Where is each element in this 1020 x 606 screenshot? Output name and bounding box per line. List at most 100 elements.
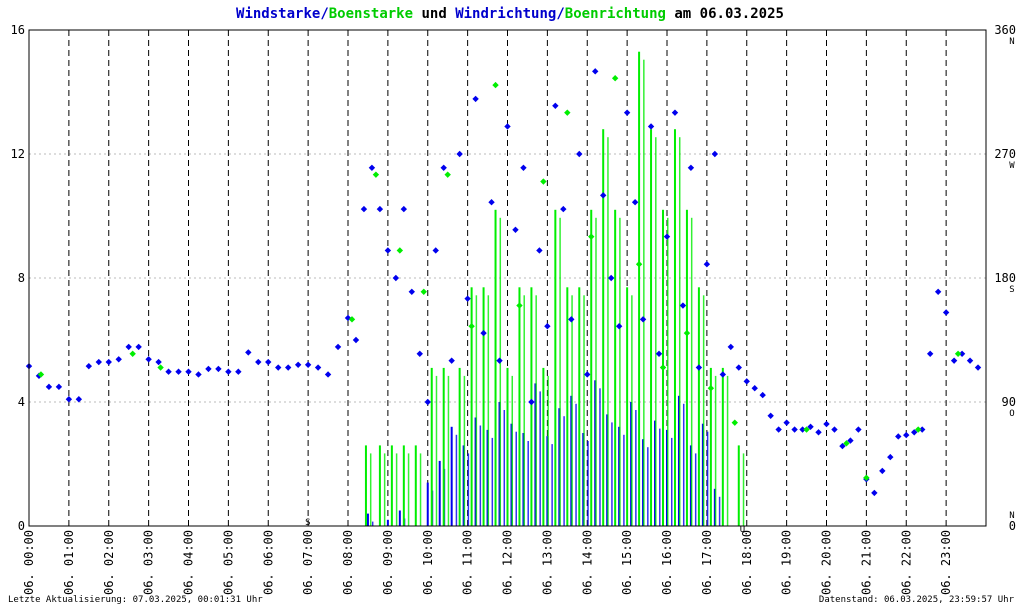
bar-boenstarke [726, 375, 729, 526]
bar-windstarke [671, 437, 673, 526]
point-boenrichtung [396, 247, 404, 254]
bar-windstarke [479, 425, 482, 526]
point-boenrichtung [588, 233, 595, 240]
point-boenrichtung [611, 75, 619, 82]
bar-windstarke [623, 434, 625, 526]
bar-boenstarke [419, 453, 422, 526]
point-windrichtung [767, 412, 774, 419]
bar-windstarke [455, 434, 458, 526]
title-sep-1: / [320, 6, 328, 22]
point-windrichtung [663, 233, 671, 240]
point-windrichtung [568, 316, 575, 323]
x-tick-label: 06. 06:00 [261, 530, 275, 595]
bar-boenstarke [737, 445, 740, 526]
bar-windstarke [551, 444, 553, 526]
bar-windstarke [582, 433, 585, 526]
bar-boenstarke [430, 367, 433, 526]
bar-boenstarke [667, 217, 669, 527]
bar-windstarke [498, 402, 501, 526]
point-boenrichtung [954, 350, 962, 357]
bar-boenstarke [559, 217, 561, 527]
x-tick-label: 06. 20:00 [820, 530, 834, 595]
bar-boenstarke [742, 453, 745, 526]
point-windrichtung [368, 164, 376, 171]
point-windrichtung [775, 426, 782, 433]
point-windrichtung [95, 358, 102, 366]
bar-boenstarke [697, 287, 700, 526]
point-boenrichtung [731, 419, 738, 426]
bar-boenstarke [643, 59, 645, 526]
bar-boenstarke [690, 217, 693, 527]
bar-boenstarke [535, 295, 537, 526]
bar-windstarke [594, 380, 597, 526]
point-boenrichtung [372, 171, 380, 178]
x-tick-label: 06. 23:00 [939, 530, 953, 595]
point-windrichtung [751, 385, 758, 392]
point-windrichtung [895, 433, 902, 440]
point-windrichtung [496, 357, 503, 364]
x-tick-label: 06. 03:00 [142, 530, 156, 595]
bar-boenstarke [482, 287, 485, 526]
bar-windstarke [366, 513, 369, 526]
bar-boenstarke [583, 295, 585, 526]
y-left-tick-label: 16 [11, 23, 25, 37]
y-right-tick-label: 270 [994, 147, 1016, 161]
bar-windstarke [474, 417, 477, 526]
bar-windstarke [599, 388, 601, 526]
point-windrichtung [424, 398, 431, 406]
point-boenrichtung [420, 288, 427, 295]
bar-boenstarke [650, 129, 653, 526]
bar-boenstarke [494, 209, 497, 527]
point-windrichtung [703, 261, 711, 268]
bar-windstarke [534, 383, 537, 526]
point-boenrichtung [540, 178, 547, 185]
point-windrichtung [719, 371, 727, 378]
x-tick-label: 06. 15:00 [620, 530, 634, 595]
point-windrichtung [695, 364, 703, 371]
compass-label: O [1009, 409, 1014, 419]
point-windrichtung [472, 95, 479, 103]
bar-boenstarke [530, 287, 533, 526]
x-tick-label: 06. 09:00 [381, 530, 395, 595]
y-left-tick-label: 12 [11, 147, 25, 161]
y-right-tick-label: 0 [1009, 519, 1016, 533]
bar-boenstarke [578, 287, 581, 526]
point-windrichtung [639, 316, 647, 323]
point-boenrichtung [564, 109, 571, 116]
bar-windstarke [426, 482, 429, 526]
bar-windstarke [618, 426, 621, 526]
point-windrichtung [815, 429, 822, 436]
bar-boenstarke [407, 453, 410, 526]
point-windrichtung [275, 364, 282, 371]
bar-boenstarke [383, 453, 386, 526]
point-windrichtung [783, 419, 790, 426]
point-boenrichtung [843, 440, 850, 447]
point-windrichtung [807, 423, 814, 430]
point-boenrichtung [492, 81, 499, 89]
point-windrichtung [384, 247, 392, 254]
point-windrichtung [687, 164, 695, 171]
point-windrichtung [520, 164, 527, 171]
bar-windstarke [486, 429, 489, 526]
x-tick-label: 06. 08:00 [341, 530, 355, 595]
point-windrichtung [125, 343, 132, 351]
bar-windstarke [575, 403, 577, 526]
point-windrichtung [600, 192, 607, 199]
point-windrichtung [352, 336, 360, 344]
bar-boenstarke [518, 287, 521, 526]
point-windrichtung [155, 358, 162, 366]
point-boenrichtung [863, 474, 870, 481]
title-boenrichtung: Boenrichtung [565, 6, 666, 22]
bar-windstarke [706, 431, 709, 526]
bar-boenstarke [378, 445, 381, 526]
bar-boenstarke [595, 217, 597, 527]
bar-windstarke [587, 441, 589, 526]
point-windrichtung [592, 68, 599, 75]
point-boenrichtung [468, 323, 475, 330]
point-windrichtung [727, 343, 734, 351]
grid [29, 29, 986, 527]
bar-boenstarke [655, 137, 657, 526]
point-windrichtung [926, 350, 934, 357]
bar-boenstarke [463, 375, 466, 526]
